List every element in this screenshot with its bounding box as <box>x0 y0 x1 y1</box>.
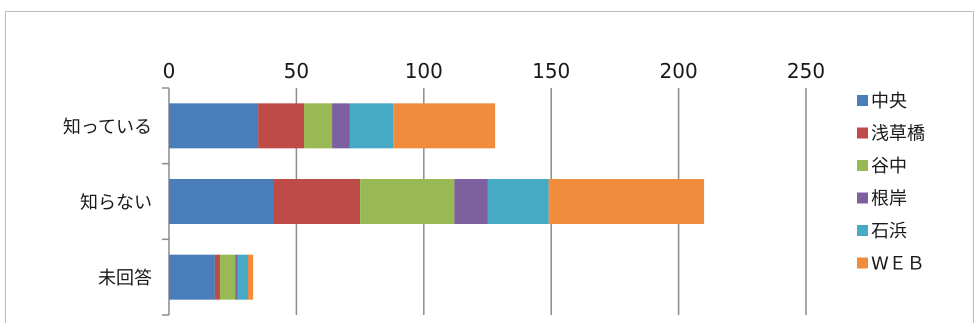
legend-label: 谷中 <box>871 156 907 177</box>
legend-swatch-石浜 <box>857 225 868 236</box>
legend-label: 浅草橋 <box>871 124 925 145</box>
bar-谷中-知っている <box>304 103 333 149</box>
legend-label: WＥＢ <box>871 254 925 275</box>
bar-WＥＢ-未回答 <box>247 254 254 300</box>
category-label: 未回答 <box>98 268 152 289</box>
category-label: 知っている <box>63 117 152 138</box>
legend-swatch-WＥＢ <box>857 257 868 269</box>
bar-中央-知っている <box>169 103 259 149</box>
bar-浅草橋-知らない <box>273 179 361 224</box>
legend-swatch-根岸 <box>857 192 868 204</box>
bar-石浜-知らない <box>487 179 549 224</box>
bar-石浜-未回答 <box>237 254 248 300</box>
legend-swatch-中央 <box>857 95 868 106</box>
bar-根岸-知っている <box>332 103 350 149</box>
bar-中央-知らない <box>169 179 274 224</box>
legend-label: 中央 <box>871 91 907 112</box>
x-tick-label-150: 150 <box>532 59 570 83</box>
bar-WＥＢ-知らない <box>548 179 705 224</box>
x-tick-label-50: 50 <box>284 59 309 83</box>
legend-label: 石浜 <box>871 221 907 242</box>
bar-根岸-知らない <box>454 179 488 224</box>
x-tick-label-100: 100 <box>405 59 443 83</box>
bar-浅草橋-知っている <box>258 103 305 149</box>
legend-label: 根岸 <box>871 189 907 210</box>
x-tick-label-200: 200 <box>660 59 698 83</box>
bar-浅草橋-未回答 <box>214 254 220 300</box>
legend-swatch-谷中 <box>857 160 868 171</box>
bar-石浜-知っている <box>349 103 394 149</box>
bar-谷中-未回答 <box>219 254 236 300</box>
bar-根岸-未回答 <box>235 254 238 300</box>
x-tick-label-0: 0 <box>163 59 176 83</box>
bar-中央-未回答 <box>169 254 215 300</box>
bar-谷中-知らない <box>360 179 455 224</box>
legend-swatch-浅草橋 <box>857 127 868 139</box>
chart-frame <box>5 11 974 323</box>
bar-WＥＢ-知っている <box>393 103 496 149</box>
x-tick-label-250: 250 <box>787 59 825 83</box>
category-label: 知らない <box>80 193 152 214</box>
